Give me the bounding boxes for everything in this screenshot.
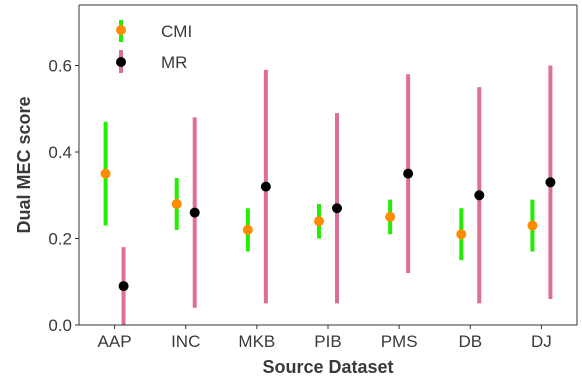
x-tick-label: INC xyxy=(171,332,200,351)
cmi-point xyxy=(314,216,324,227)
markers-layer xyxy=(100,168,556,292)
x-tick-label: PIB xyxy=(314,332,341,351)
legend-cmi-label: CMI xyxy=(161,22,192,41)
x-tick-label: DJ xyxy=(531,332,552,351)
axes-frame xyxy=(78,4,578,326)
cmi-point xyxy=(100,168,111,179)
y-tick-label: 0.0 xyxy=(48,316,72,335)
legend-cmi-marker xyxy=(116,25,126,35)
plot-area xyxy=(79,5,577,325)
mr-point xyxy=(403,168,414,179)
y-tick-label: 0.2 xyxy=(48,230,72,249)
x-tick-label: MKB xyxy=(238,332,275,351)
mr-point xyxy=(260,181,271,192)
cmi-point xyxy=(527,220,538,231)
cmi-point xyxy=(242,224,253,235)
mr-point xyxy=(118,281,129,292)
mr-point xyxy=(545,177,556,188)
cmi-point xyxy=(171,198,182,209)
cmi-point xyxy=(456,229,467,240)
x-tick-label: AAP xyxy=(98,332,132,351)
y-tick-label: 0.4 xyxy=(48,143,72,162)
x-axis-label: Source Dataset xyxy=(262,357,393,377)
ticks-layer: 0.0 0.2 0.4 0.6 AAP INC MKB PIB PMS DB DJ xyxy=(48,57,551,351)
y-tick-label: 0.6 xyxy=(48,57,72,76)
legend: CMI MR xyxy=(116,20,192,73)
legend-mr-label: MR xyxy=(161,53,187,72)
cmi-point xyxy=(385,211,396,222)
legend-mr-marker xyxy=(116,57,126,67)
mr-point xyxy=(474,190,485,201)
x-tick-label: PMS xyxy=(381,332,418,351)
mr-point xyxy=(332,203,342,214)
x-tick-label: DB xyxy=(458,332,482,351)
mr-point xyxy=(189,207,200,218)
y-axis-label: Dual MEC score xyxy=(14,96,34,233)
